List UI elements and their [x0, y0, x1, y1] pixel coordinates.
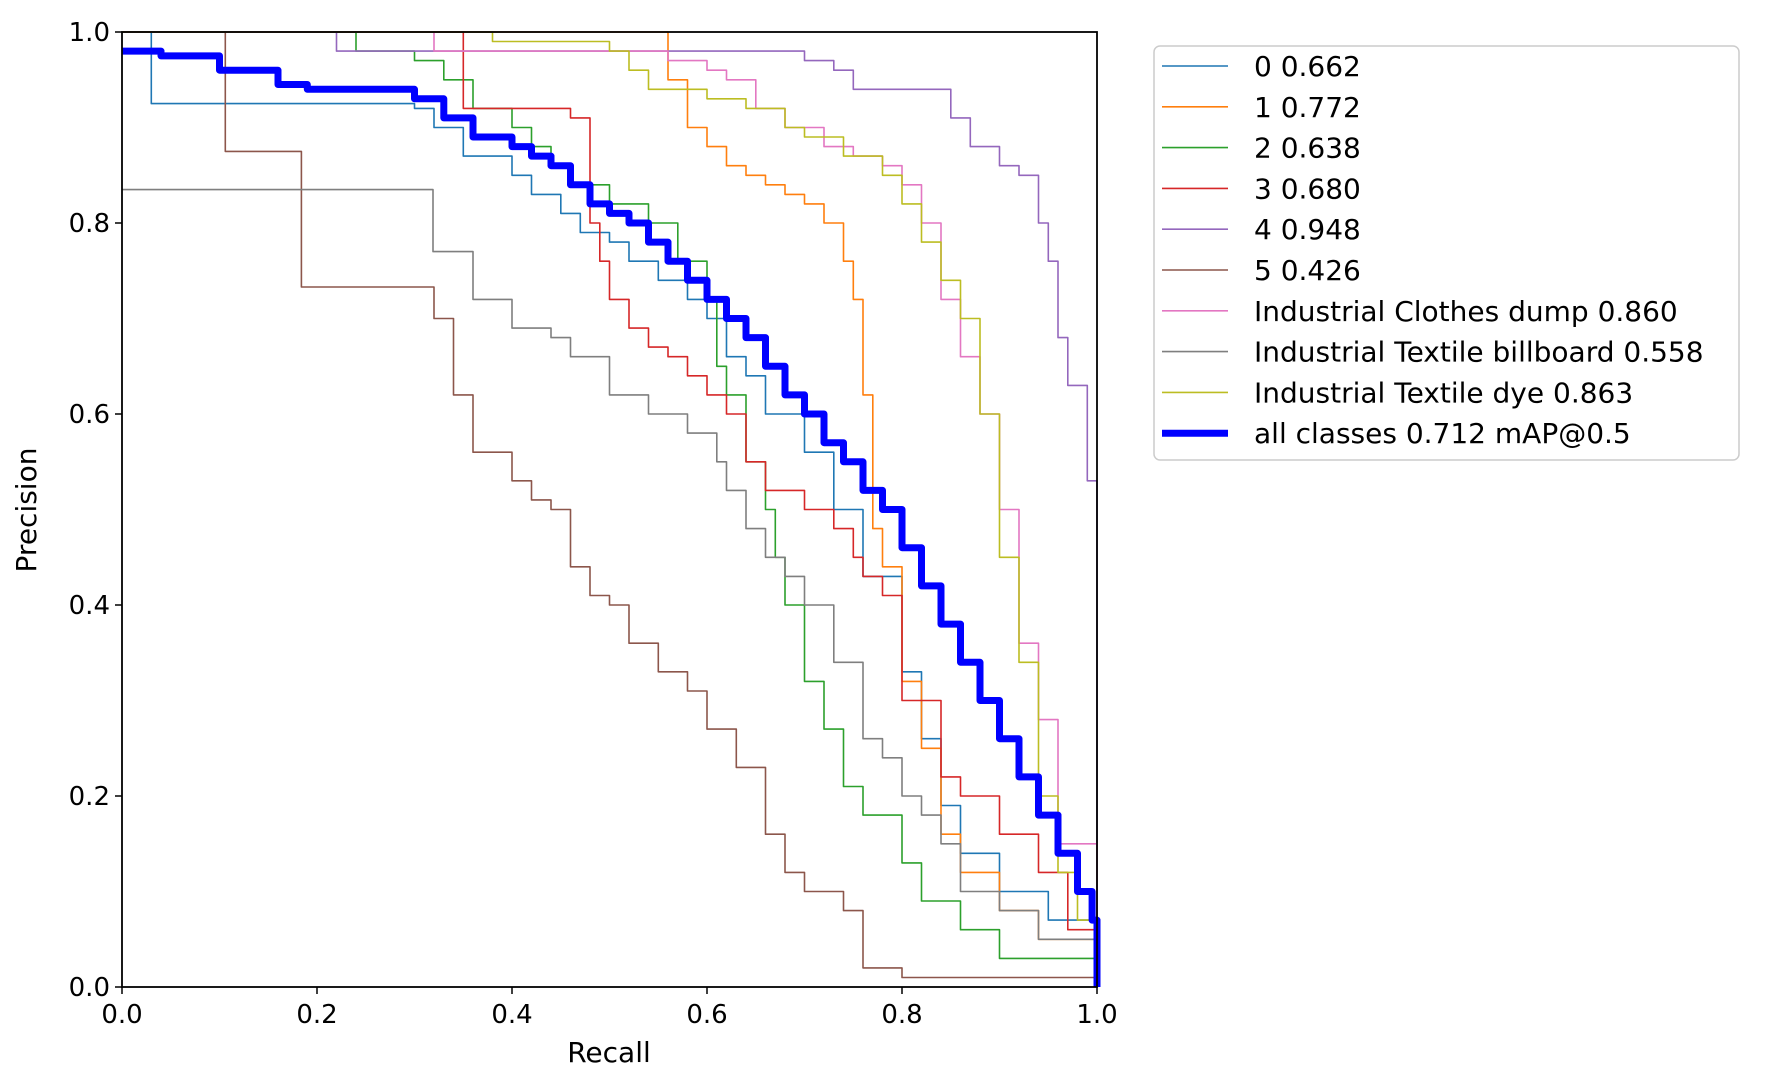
legend-label-8: Industrial Textile dye 0.863	[1254, 376, 1633, 409]
series-line-5	[122, 31, 1098, 987]
legend-label-2: 2 0.638	[1254, 132, 1361, 165]
legend-label-3: 3 0.680	[1254, 172, 1361, 205]
series-line-4	[122, 31, 1098, 987]
y-tick-label: 1.0	[69, 18, 110, 48]
series-line-1	[122, 31, 1098, 987]
legend-label-4: 4 0.948	[1254, 213, 1361, 246]
legend-label-5: 5 0.426	[1254, 254, 1361, 287]
plot-frame	[121, 31, 1098, 988]
series-line-9	[122, 47, 1101, 987]
x-tick-label: 0.6	[686, 1000, 727, 1030]
x-axis: 0.0 0.2 0.4 0.6 0.8 1.0	[101, 987, 1118, 1030]
legend-label-6: Industrial Clothes dump 0.860	[1254, 295, 1678, 328]
legend: 0 0.662 1 0.772 2 0.638 3 0.680 4 0.948 5 0.4…	[1153, 45, 1740, 461]
y-tick-label: 0.6	[69, 400, 110, 430]
x-axis-title: Recall	[567, 1036, 651, 1069]
x-tick-label: 0.4	[491, 1000, 532, 1030]
y-tick-label: 0.2	[69, 782, 110, 812]
x-tick-label: 1.0	[1076, 1000, 1117, 1030]
legend-label-9: all classes 0.712 mAP@0.5	[1254, 417, 1631, 450]
y-tick-label: 0.4	[69, 591, 110, 621]
series-line-7	[122, 188, 1098, 987]
legend-label-1: 1 0.772	[1254, 91, 1361, 124]
legend-box	[1153, 45, 1740, 461]
legend-label-0: 0 0.662	[1254, 50, 1361, 83]
y-axis: 0.0 0.2 0.4 0.6 0.8 1.0	[69, 18, 122, 1003]
series-line-8	[122, 31, 1098, 987]
y-tick-label: 0.8	[69, 209, 110, 239]
y-axis-title: Precision	[10, 448, 43, 573]
plot-series	[122, 31, 1101, 987]
x-tick-label: 0.8	[881, 1000, 922, 1030]
x-tick-label: 0.2	[296, 1000, 337, 1030]
legend-label-7: Industrial Textile billboard 0.558	[1254, 336, 1704, 369]
y-tick-label: 0.0	[69, 973, 110, 1003]
x-tick-label: 0.0	[101, 1000, 142, 1030]
